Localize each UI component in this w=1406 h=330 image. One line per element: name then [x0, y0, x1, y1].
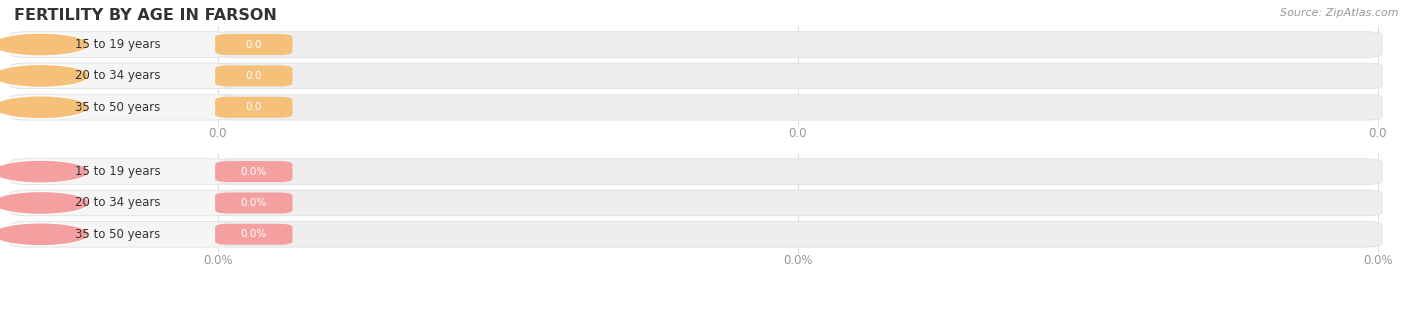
- FancyBboxPatch shape: [10, 32, 229, 57]
- FancyBboxPatch shape: [10, 94, 229, 120]
- Text: 15 to 19 years: 15 to 19 years: [75, 38, 160, 51]
- FancyBboxPatch shape: [10, 190, 229, 216]
- Text: 0.0%: 0.0%: [202, 254, 233, 267]
- Text: 15 to 19 years: 15 to 19 years: [75, 165, 160, 178]
- Text: Source: ZipAtlas.com: Source: ZipAtlas.com: [1281, 8, 1399, 18]
- Circle shape: [0, 160, 90, 183]
- Text: 0.0%: 0.0%: [240, 198, 267, 208]
- Text: 0.0: 0.0: [246, 40, 262, 50]
- Text: 0.0: 0.0: [1368, 127, 1388, 140]
- Text: 35 to 50 years: 35 to 50 years: [75, 101, 160, 114]
- Text: FERTILITY BY AGE IN FARSON: FERTILITY BY AGE IN FARSON: [14, 8, 277, 23]
- FancyBboxPatch shape: [215, 224, 292, 245]
- Circle shape: [0, 64, 90, 87]
- FancyBboxPatch shape: [214, 63, 1382, 89]
- FancyBboxPatch shape: [215, 65, 292, 86]
- Text: 0.0%: 0.0%: [1362, 254, 1393, 267]
- FancyBboxPatch shape: [215, 192, 292, 214]
- Text: 0.0%: 0.0%: [240, 229, 267, 239]
- FancyBboxPatch shape: [214, 32, 1382, 57]
- FancyBboxPatch shape: [214, 94, 1382, 120]
- FancyBboxPatch shape: [214, 190, 1382, 216]
- Text: 20 to 34 years: 20 to 34 years: [75, 69, 160, 82]
- Text: 0.0: 0.0: [246, 71, 262, 81]
- Circle shape: [0, 33, 90, 56]
- FancyBboxPatch shape: [215, 34, 292, 55]
- Text: 0.0: 0.0: [208, 127, 228, 140]
- FancyBboxPatch shape: [214, 221, 1382, 247]
- FancyBboxPatch shape: [214, 159, 1382, 184]
- Circle shape: [0, 223, 90, 246]
- Text: 0.0%: 0.0%: [783, 254, 813, 267]
- Circle shape: [0, 96, 90, 119]
- Text: 20 to 34 years: 20 to 34 years: [75, 196, 160, 210]
- FancyBboxPatch shape: [215, 97, 292, 118]
- FancyBboxPatch shape: [10, 221, 229, 247]
- Text: 35 to 50 years: 35 to 50 years: [75, 228, 160, 241]
- Text: 0.0: 0.0: [789, 127, 807, 140]
- FancyBboxPatch shape: [215, 161, 292, 182]
- Text: 0.0: 0.0: [246, 102, 262, 112]
- Text: 0.0%: 0.0%: [240, 167, 267, 177]
- Circle shape: [0, 191, 90, 214]
- FancyBboxPatch shape: [10, 63, 229, 89]
- FancyBboxPatch shape: [10, 159, 229, 184]
